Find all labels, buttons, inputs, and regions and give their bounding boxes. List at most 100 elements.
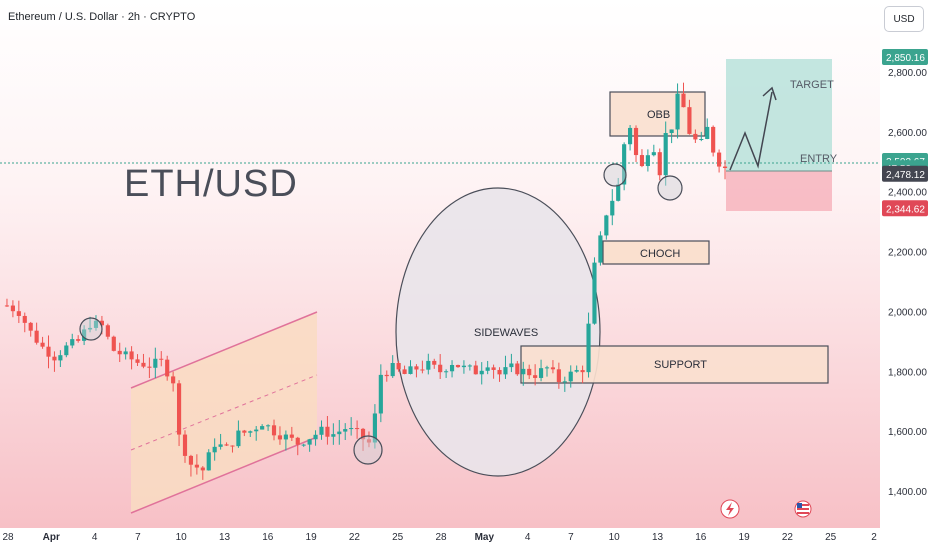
- candle-body: [230, 445, 235, 447]
- candle-body: [426, 360, 431, 370]
- candle-body: [289, 434, 294, 438]
- candle-body: [135, 359, 140, 363]
- candle-body: [4, 305, 10, 307]
- candle-body: [473, 365, 478, 375]
- candle-body: [10, 305, 15, 312]
- channel-mid-line: [130, 374, 318, 451]
- candle-body: [598, 235, 603, 263]
- candle-body: [438, 364, 443, 373]
- candle-body: [248, 431, 253, 433]
- time-tick-label: 22: [782, 532, 794, 543]
- candle-body: [129, 351, 134, 360]
- candle-body: [444, 371, 449, 373]
- candle-body: [455, 364, 461, 368]
- candle-body: [266, 425, 271, 427]
- candle-body: [432, 360, 437, 365]
- candle-body: [515, 363, 520, 375]
- candle-body: [449, 364, 455, 372]
- candle-body: [337, 431, 342, 435]
- candle-body: [550, 367, 556, 370]
- candle-body: [467, 365, 472, 367]
- candle-body: [366, 439, 372, 443]
- candle-body: [313, 434, 318, 440]
- candle-body: [171, 376, 176, 384]
- price-tick-label: 2,000.00: [888, 307, 927, 318]
- swing-high-circle: [79, 317, 103, 341]
- price-tick-label: 2,400.00: [888, 188, 927, 199]
- candle-body: [307, 439, 312, 445]
- candle-body: [46, 346, 51, 357]
- price-tag-label: 2,850.16: [886, 53, 925, 64]
- candle-body: [372, 413, 377, 443]
- price-tag-label: 2,344.62: [886, 204, 925, 215]
- candle-body: [675, 93, 680, 130]
- candle-body: [295, 437, 300, 445]
- candle-body: [580, 370, 585, 373]
- candle-body: [236, 430, 241, 447]
- candle-body: [556, 369, 561, 383]
- candle-body: [331, 434, 336, 437]
- candle-body: [182, 434, 188, 456]
- time-tick-label: 10: [609, 532, 621, 543]
- time-axis[interactable]: 28 Apr 4 7 10 13 16 19 22 25 28 May 4 7 10 13 16 19 22 25 2: [2, 532, 877, 543]
- candle-body: [592, 262, 597, 324]
- time-tick-label: 2: [871, 532, 877, 543]
- candle-body: [657, 152, 662, 176]
- candle-body: [40, 342, 45, 347]
- candle-body: [527, 368, 532, 376]
- time-tick-label: 7: [568, 532, 574, 543]
- candle-body: [52, 356, 57, 361]
- price-tag: [882, 48, 928, 65]
- sidewaves-label: SIDEWAVES: [474, 327, 538, 339]
- candle-body: [153, 358, 158, 368]
- channel-upper-line: [130, 311, 318, 389]
- projection-arrowhead: [762, 86, 777, 101]
- candle-body: [610, 200, 615, 216]
- candle-body: [633, 127, 639, 156]
- candle-body: [206, 452, 211, 471]
- price-axis-background: [880, 0, 932, 550]
- price-tag: [882, 200, 928, 217]
- candle-body: [414, 366, 419, 370]
- candle-body: [70, 339, 75, 346]
- choch-label: CHOCH: [640, 248, 680, 260]
- price-tick-label: 1,600.00: [888, 427, 927, 438]
- price-tag-label: 2,478.12: [886, 170, 925, 181]
- breakout-circle: [603, 163, 627, 187]
- candle-body: [22, 315, 27, 323]
- time-tick-label: 13: [652, 532, 664, 543]
- candle-body: [663, 133, 668, 176]
- time-tick-label: 28: [435, 532, 447, 543]
- candle-body: [705, 126, 710, 139]
- candle-body: [669, 129, 674, 134]
- time-tick-label: 22: [349, 532, 361, 543]
- time-tick-label: 16: [695, 532, 707, 543]
- candle-body: [325, 426, 330, 437]
- time-tick-label: 16: [262, 532, 274, 543]
- time-tick-label: 28: [2, 532, 14, 543]
- support-label: SUPPORT: [654, 359, 707, 371]
- time-tick-label: 25: [392, 532, 404, 543]
- candle-body: [420, 369, 425, 371]
- candle-body: [622, 144, 627, 185]
- time-tick-label: 19: [739, 532, 751, 543]
- candle-body: [390, 363, 395, 377]
- candle-body: [722, 166, 728, 169]
- candle-body: [105, 325, 110, 337]
- candle-body: [28, 322, 33, 331]
- price-axis[interactable]: 1,400.00 1,600.00 1,800.00 2,000.00 2,200.00…: [888, 68, 927, 498]
- candles-group: [4, 82, 728, 480]
- price-tick-label: 1,400.00: [888, 487, 927, 498]
- candle-body: [349, 428, 354, 430]
- currency-button[interactable]: USD: [884, 6, 924, 32]
- candle-body: [242, 430, 247, 433]
- candle-body: [343, 429, 348, 432]
- lightning-icon[interactable]: [720, 499, 740, 519]
- time-tick-label: Apr: [43, 532, 60, 543]
- stop-zone: [726, 171, 832, 211]
- candle-body: [117, 350, 122, 355]
- candle-body: [283, 434, 288, 440]
- us-flag-icon[interactable]: [794, 500, 812, 518]
- symbol-title: Ethereum / U.S. Dollar · 2h · CRYPTO: [8, 11, 196, 23]
